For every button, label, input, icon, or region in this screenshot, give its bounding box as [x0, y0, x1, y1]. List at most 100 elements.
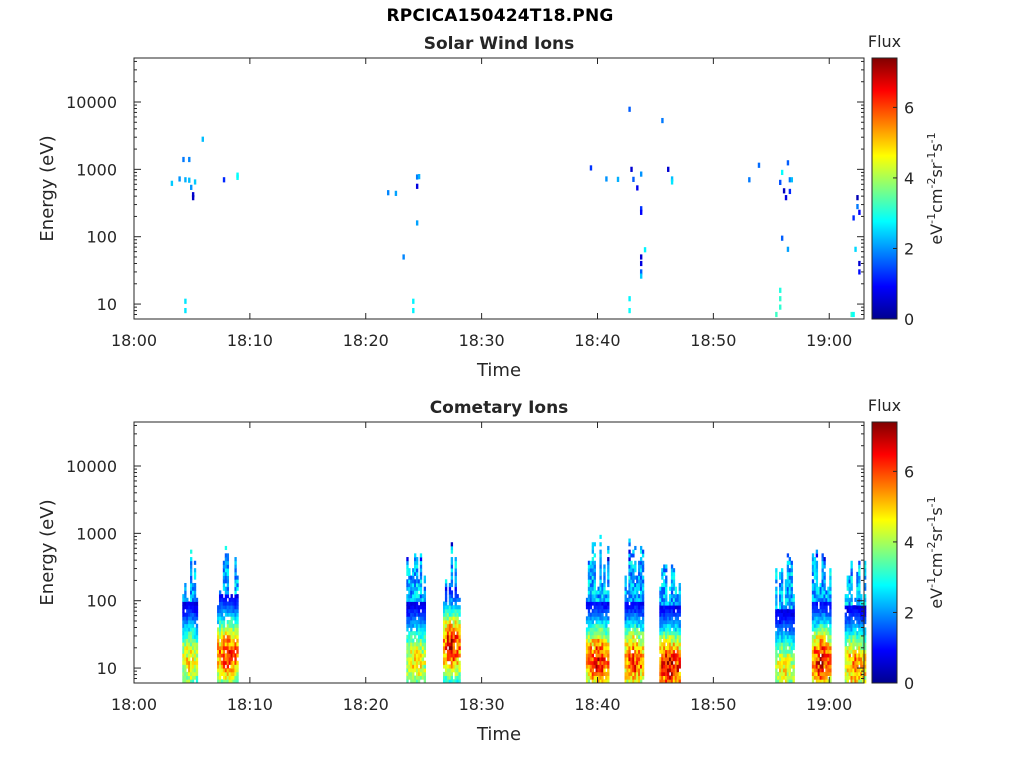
- flux-cell: [593, 634, 596, 639]
- flux-cell: [628, 671, 631, 676]
- flux-cell: [784, 597, 788, 602]
- flux-cell: [639, 564, 643, 569]
- flux-cell: [848, 623, 851, 628]
- flux-cell: [639, 209, 643, 215]
- flux-cell: [626, 627, 629, 632]
- flux-cell: [815, 616, 819, 621]
- flux-cell: [790, 634, 793, 639]
- flux-cell: [607, 564, 610, 569]
- flux-cell: [190, 582, 193, 588]
- flux-cell: [676, 623, 680, 628]
- flux-cell: [193, 649, 197, 654]
- flux-cell: [601, 638, 604, 643]
- flux-cell: [780, 235, 784, 241]
- flux-cell: [605, 642, 608, 647]
- flux-cell: [188, 679, 191, 684]
- flux-cell: [599, 668, 602, 673]
- flux-cell: [603, 616, 606, 621]
- flux-cell: [817, 623, 820, 628]
- flux-cell: [589, 616, 593, 621]
- flux-cell: [777, 664, 780, 669]
- flux-cell: [234, 579, 237, 584]
- flux-cell: [670, 579, 674, 584]
- flux-cell: [419, 594, 423, 599]
- flux-cell: [410, 664, 413, 669]
- flux-cell: [630, 582, 633, 588]
- flux-cell: [817, 586, 820, 591]
- flux-cell: [852, 612, 855, 617]
- flux-cell: [585, 649, 589, 654]
- flux-cell: [412, 590, 415, 595]
- flux-cell: [421, 642, 425, 647]
- flux-cell: [587, 634, 591, 639]
- flux-cell: [236, 679, 239, 684]
- flux-cell: [670, 642, 674, 647]
- flux-cell: [191, 671, 195, 676]
- flux-cell: [634, 679, 637, 684]
- flux-cell: [665, 675, 668, 680]
- flux-cell: [218, 631, 222, 636]
- flux-cell: [417, 653, 421, 658]
- flux-cell: [458, 612, 461, 617]
- flux-cell: [603, 582, 606, 588]
- flux-cell: [218, 649, 222, 654]
- flux-cell: [193, 582, 197, 588]
- flux-cell: [827, 627, 830, 632]
- flux-cell: [639, 206, 643, 212]
- flux-cell: [678, 627, 681, 632]
- flux-cell: [224, 564, 228, 569]
- flux-cell: [217, 671, 220, 676]
- flux-cell: [790, 586, 793, 591]
- flux-cell: [641, 671, 645, 676]
- flux-cell: [790, 653, 793, 658]
- flux-cell: [860, 623, 863, 628]
- colorbar-tick-label: 2: [904, 603, 914, 622]
- flux-cell: [232, 601, 235, 606]
- flux-cell: [182, 645, 185, 651]
- flux-cell: [597, 660, 600, 665]
- flux-cell: [421, 594, 425, 599]
- flux-cell: [678, 631, 681, 636]
- flux-cell: [792, 675, 795, 680]
- flux-cell: [780, 638, 784, 643]
- flux-cell: [454, 664, 457, 669]
- flux-cell: [408, 653, 411, 658]
- flux-cell: [195, 679, 199, 684]
- flux-cell: [852, 671, 855, 676]
- flux-cell: [848, 582, 851, 588]
- flux-cell: [444, 645, 448, 651]
- flux-cell: [406, 645, 409, 651]
- flux-cell: [454, 638, 457, 643]
- flux-cell: [628, 538, 631, 543]
- flux-cell: [641, 664, 645, 669]
- flux-cell: [663, 675, 666, 680]
- flux-cell: [444, 660, 448, 665]
- flux-cell: [639, 671, 643, 676]
- flux-cell: [823, 631, 826, 636]
- flux-cell: [458, 675, 461, 680]
- flux-cell: [218, 645, 222, 651]
- flux-cell: [659, 631, 662, 636]
- flux-cell: [628, 612, 631, 617]
- flux-cell: [668, 668, 672, 673]
- flux-cell: [184, 590, 187, 595]
- flux-cell: [603, 590, 606, 595]
- flux-cell: [860, 627, 863, 632]
- flux-cell: [815, 590, 819, 595]
- flux-cell: [190, 668, 193, 673]
- flux-cell: [779, 642, 782, 647]
- flux-cell: [639, 575, 643, 580]
- flux-cell: [788, 608, 792, 614]
- flux-cell: [784, 586, 788, 591]
- flux-cell: [811, 553, 815, 558]
- flux-cell: [780, 586, 784, 591]
- flux-cell: [222, 564, 226, 569]
- flux-cell: [226, 638, 230, 643]
- flux-cell: [823, 664, 826, 669]
- flux-cell: [593, 627, 596, 632]
- flux-cell: [450, 675, 454, 680]
- flux-cell: [448, 582, 452, 588]
- flux-cell: [595, 649, 598, 654]
- flux-cell: [201, 136, 204, 142]
- flux-cell: [667, 638, 670, 643]
